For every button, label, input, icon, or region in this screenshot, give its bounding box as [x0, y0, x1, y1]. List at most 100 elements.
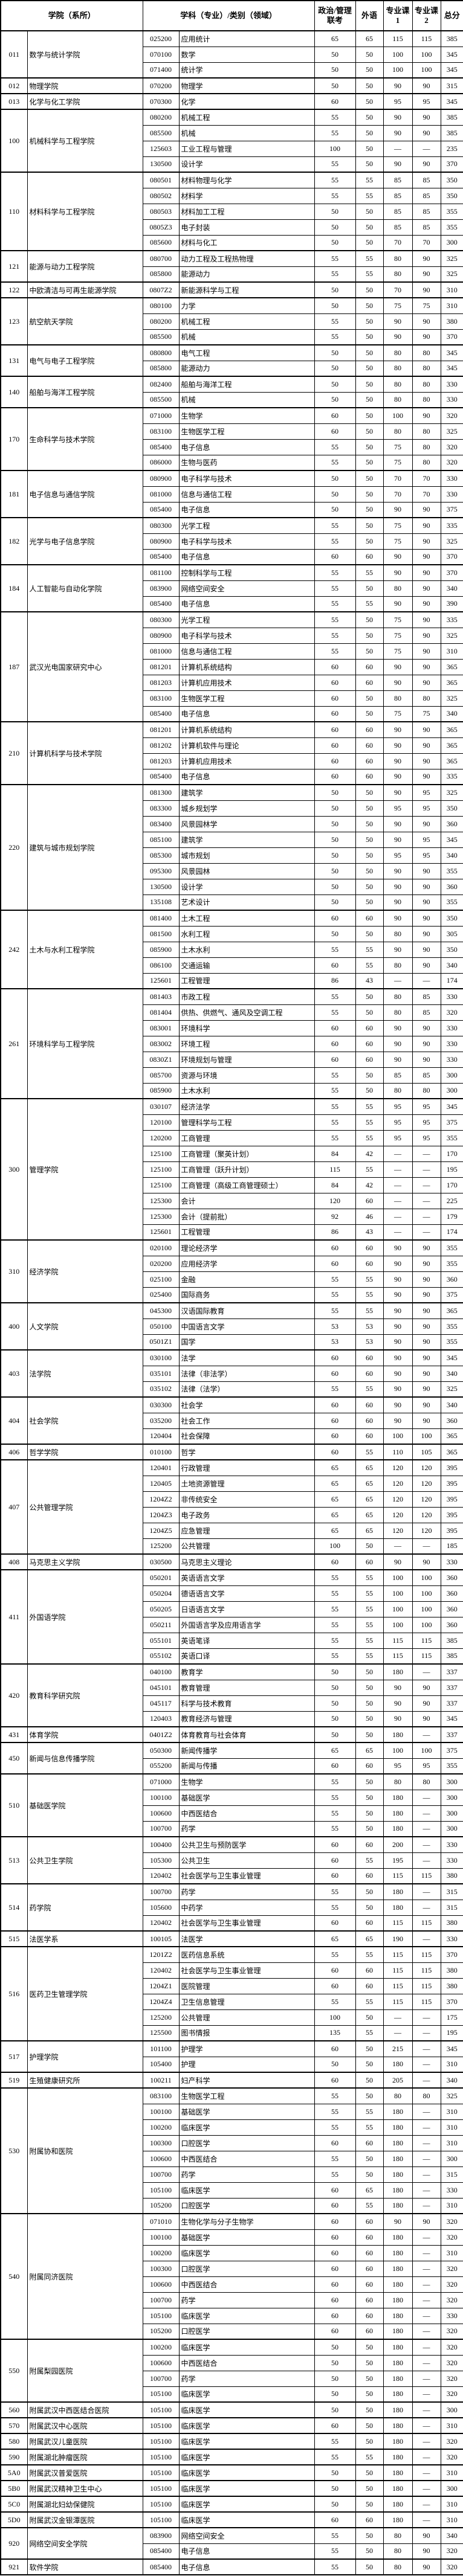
course1-score-cell: 90	[383, 878, 413, 895]
total-score-cell: 365	[440, 721, 463, 738]
course2-score-cell: 100	[412, 46, 441, 63]
major-name-cell: 电子信息	[178, 2558, 315, 2575]
foreign-score-cell: 50	[355, 407, 384, 424]
major-code-cell: 030300	[142, 1396, 180, 1413]
major-code-cell: 100700	[142, 2370, 180, 2387]
college-code-cell: 5C0	[0, 2496, 28, 2513]
politics-score-cell: 50	[314, 1726, 356, 1743]
table-row: 121 能源与动力工程学院 080700 动力工程及工程热物理 55 55 80 90 325	[0, 250, 463, 283]
major-code-cell: 100600	[142, 1805, 180, 1822]
major-code-cell: 105100	[142, 2511, 180, 2528]
course2-score-cell: 90	[412, 580, 441, 597]
major-name-cell: 生物学	[178, 1773, 315, 1790]
table-row: 100700 药学 60 60 180—320	[1, 2292, 463, 2308]
total-score-cell: 315	[440, 2166, 463, 2183]
foreign-score-cell: 50	[355, 1663, 384, 1680]
foreign-score-cell: 50	[355, 219, 384, 236]
course2-score-cell: 90	[412, 894, 441, 911]
major-code-cell: 025100	[142, 1271, 180, 1288]
course1-score-cell: 90	[383, 156, 413, 173]
foreign-score-cell: 55	[355, 1569, 384, 1586]
course1-score-cell: 115	[383, 1915, 413, 1932]
total-score-cell: 375	[440, 501, 463, 518]
foreign-score-cell: 50	[355, 517, 384, 534]
major-name-cell: 教育学	[178, 1663, 315, 1680]
table-row: 083100 生物医学工程 60 50 80 80 325	[1, 423, 463, 440]
foreign-score-cell: 50	[355, 2543, 384, 2560]
course2-score-cell: 85	[412, 1067, 441, 1084]
major-name-cell: 材料物理与化学	[178, 172, 315, 188]
politics-score-cell: 60	[314, 737, 356, 754]
table-row: 131 电气与电子工程学院 080800 电气工程 50 50 80 80 345	[0, 344, 463, 377]
total-score-cell: 174	[440, 1224, 463, 1241]
college-code-cell: 550	[0, 2339, 28, 2403]
total-score-cell: 360	[440, 878, 463, 895]
total-score-cell: 310	[440, 2056, 463, 2073]
politics-score-cell: 60	[314, 2182, 356, 2199]
politics-score-cell: 50	[314, 219, 356, 236]
major-name-cell: 材料与化工	[178, 234, 315, 251]
course2-score-cell: 100	[412, 1616, 441, 1633]
politics-score-cell: 60	[314, 2244, 356, 2261]
course2-score-cell: 90	[412, 1271, 441, 1288]
politics-score-cell: 60	[314, 423, 356, 440]
major-name-cell: 水利工程	[178, 925, 315, 942]
table-row: 210 计算机科学与技术学院 081201 计算机系统结构 60 60 90 90 365	[0, 721, 463, 785]
table-row: 407 公共管理学院 120401 行政管理 65 65 120 120 395	[0, 1459, 463, 1555]
foreign-score-cell: 50	[355, 454, 384, 471]
politics-score-cell: 50	[314, 1679, 356, 1696]
politics-score-cell: 50	[314, 281, 356, 298]
course1-score-cell: 120	[383, 1459, 413, 1476]
politics-score-cell: 55	[314, 1946, 356, 1963]
politics-score-cell: 50	[314, 2056, 356, 2073]
major-code-cell: 080900	[142, 627, 180, 644]
major-name-cell: 临床医学	[178, 2401, 315, 2418]
foreign-score-cell: 60	[355, 2244, 384, 2261]
foreign-score-cell: 60	[355, 768, 384, 785]
total-score-cell: 325	[440, 627, 463, 644]
course2-score-cell: 95	[412, 784, 441, 801]
major-code-cell: 081500	[142, 925, 180, 942]
course1-score-cell: 80	[383, 580, 413, 597]
major-code-cell: 080502	[142, 187, 180, 204]
course2-score-cell: 85	[412, 219, 441, 236]
major-code-cell: 100200	[142, 2339, 180, 2356]
course1-score-cell: 180	[383, 1726, 413, 1743]
politics-score-cell: 55	[314, 1302, 356, 1319]
major-name-cell: 工商管理（聚英计划）	[178, 1145, 315, 1162]
major-code-cell: 085100	[142, 831, 180, 848]
total-score-cell: 355	[440, 1239, 463, 1256]
course1-score-cell: 205	[383, 2072, 413, 2089]
politics-score-cell: 60	[314, 690, 356, 707]
table-row: 403 法学院 030100 法学 60 60 90 90 345	[0, 1349, 463, 1398]
major-name-cell: 供热、供燃气、通风及空调工程	[178, 1004, 315, 1021]
major-code-cell: 085300	[142, 847, 180, 864]
major-name-cell: 计算机软件与理论	[178, 737, 315, 754]
foreign-score-cell: 43	[355, 972, 384, 989]
foreign-score-cell: 50	[355, 93, 384, 110]
politics-score-cell: 55	[314, 1899, 356, 1916]
foreign-score-cell: 46	[355, 1208, 384, 1225]
major-name-cell: 电子信息	[178, 548, 315, 565]
foreign-score-cell: 60	[355, 1239, 384, 1256]
major-code-cell: 030500	[142, 1553, 180, 1570]
major-code-cell: 085400	[142, 2558, 180, 2575]
politics-score-cell: 55	[314, 611, 356, 628]
course2-score-cell: 80	[412, 391, 441, 408]
politics-score-cell: 55	[314, 2087, 356, 2104]
foreign-score-cell: 50	[355, 1004, 384, 1021]
major-code-cell: 120403	[142, 1710, 180, 1727]
major-code-cell: 105200	[142, 2323, 180, 2340]
table-row: 590 附属湖北肿瘤医院 105100 临床医学 55 55 180—320	[0, 2449, 463, 2465]
course1-score-cell: —	[383, 1224, 413, 1241]
total-score-cell: 360	[440, 1271, 463, 1288]
major-code-cell: 100700	[142, 1883, 180, 1900]
politics-score-cell: 55	[314, 266, 356, 283]
course2-score-cell: 90	[412, 2558, 441, 2575]
major-code-cell: 100300	[142, 2134, 180, 2151]
foreign-score-cell: 50	[355, 1883, 384, 1900]
total-score-cell: 310	[440, 2119, 463, 2136]
major-code-cell: 030107	[142, 1098, 180, 1115]
college-name-cell: 中欧清洁与可再生能源学院	[27, 281, 143, 298]
total-score-cell: 320	[440, 438, 463, 455]
